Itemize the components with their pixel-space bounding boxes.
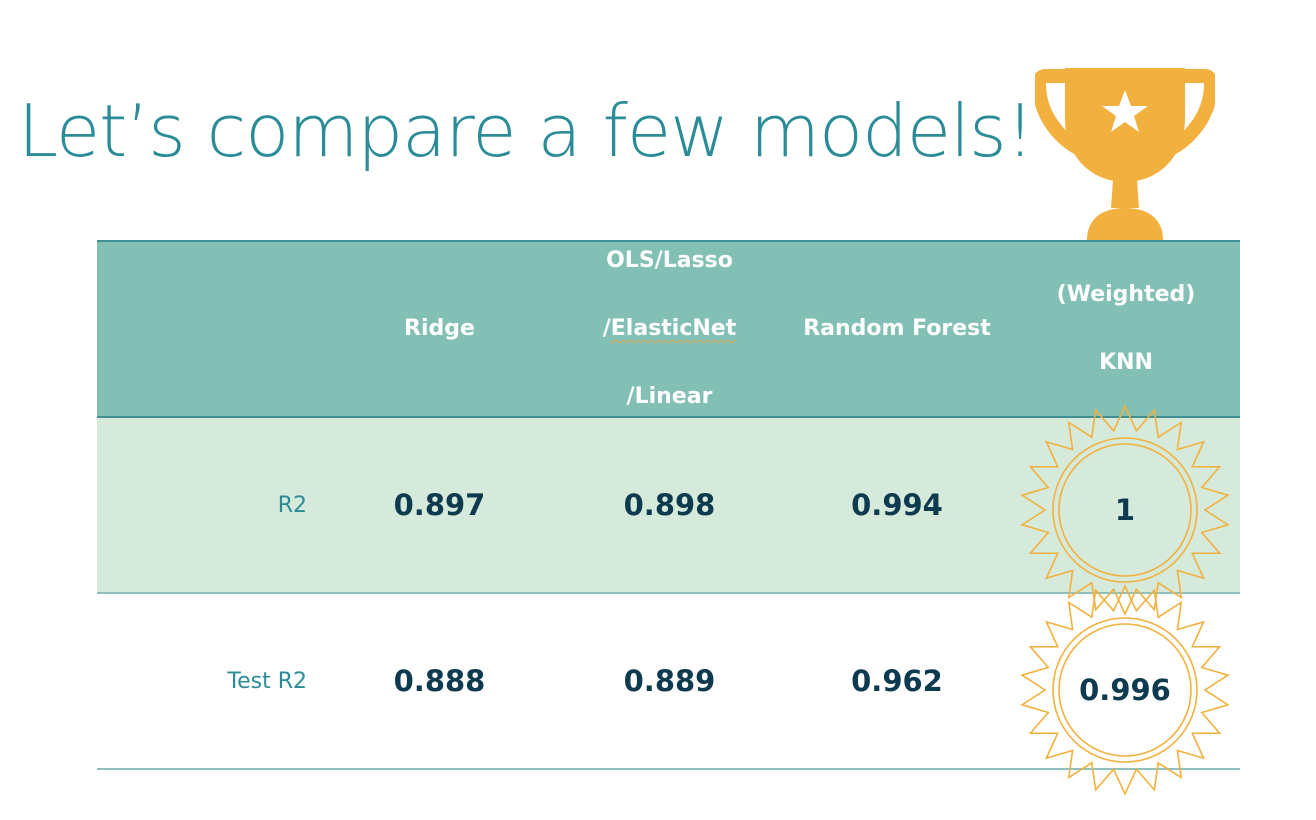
cell-test-r2-knn <box>1012 594 1240 768</box>
cell-r2-ols: 0.898 <box>623 488 716 522</box>
column-header-ols-line3: /Linear <box>626 384 713 410</box>
column-header-ridge: Ridge <box>327 242 552 416</box>
cell-r2-knn <box>1012 418 1240 592</box>
column-header-ols-line2-prefix: / <box>602 315 611 341</box>
trophy-icon <box>1035 68 1215 240</box>
column-header-ols-line1: OLS/Lasso <box>606 247 733 273</box>
model-comparison-table: Ridge OLS/Lasso /ElasticNet /Linear Rand… <box>97 240 1240 770</box>
page-title: Let’s compare a few models! <box>18 89 1034 173</box>
row-label-r2: R2 <box>277 492 307 518</box>
column-header-random-forest-label: Random Forest <box>803 315 991 341</box>
cell-test-r2-ols: 0.889 <box>623 664 716 698</box>
column-header-knn: (Weighted) KNN <box>1012 242 1240 416</box>
column-header-random-forest: Random Forest <box>782 242 1012 416</box>
column-header-ols: OLS/Lasso /ElasticNet /Linear <box>557 242 782 416</box>
table-header-row: Ridge OLS/Lasso /ElasticNet /Linear Rand… <box>97 240 1240 418</box>
cell-test-r2-random-forest: 0.962 <box>851 664 943 698</box>
table-row: R2 0.897 0.898 0.994 <box>97 418 1240 594</box>
cell-r2-ridge: 0.897 <box>393 488 486 522</box>
column-header-knn-line1: (Weighted) <box>1056 281 1196 307</box>
header-empty-cell <box>97 242 307 416</box>
column-header-ridge-label: Ridge <box>404 315 475 341</box>
column-header-ols-line2: /ElasticNet <box>603 312 737 346</box>
column-header-knn-line2: KNN <box>1099 350 1153 376</box>
cell-test-r2-ridge: 0.888 <box>393 664 486 698</box>
table-row: Test R2 0.888 0.889 0.962 <box>97 594 1240 770</box>
row-label-test-r2: Test R2 <box>227 668 307 694</box>
cell-r2-random-forest: 0.994 <box>851 488 943 522</box>
column-header-ols-line2-word: ElasticNet <box>610 315 737 341</box>
